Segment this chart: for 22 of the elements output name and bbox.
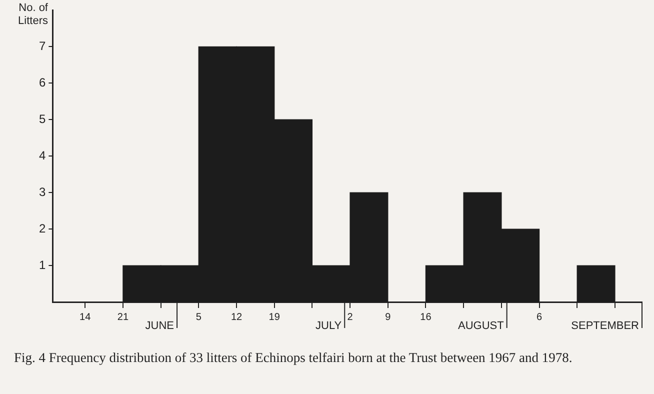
x-tick-label: 12 — [230, 312, 242, 323]
ref-line-label: SEPTEMBER — [571, 320, 640, 332]
ref-line-label: AUGUST — [458, 320, 504, 332]
ref-line-label: JUNE — [145, 320, 174, 332]
y-tick-label: 2 — [38, 221, 46, 236]
ref-line-label: JULY — [316, 320, 342, 332]
caption: Fig. 4 Frequency distribution of 33 litters of Echinops telfairi born at the Trust between 1967 and 1978. — [14, 350, 574, 366]
y-axis-title: No. of Litters — [17, 2, 48, 28]
y-tick-label: 6 — [38, 75, 46, 90]
x-tick-label: 19 — [268, 312, 280, 323]
y-tick-label: 5 — [38, 112, 46, 126]
x-tick-label: 9 — [385, 312, 392, 323]
x-tick-label: 21 — [117, 312, 129, 323]
x-tick-label: 2 — [347, 312, 354, 323]
x-tick-label: 16 — [420, 312, 432, 323]
y-tick-label: 3 — [38, 184, 46, 199]
y-tick-label: 4 — [38, 148, 46, 162]
x-tick-label: 6 — [536, 312, 542, 323]
y-tick-label: 7 — [38, 38, 46, 53]
x-tick-label: 5 — [196, 312, 202, 323]
y-tick-label: 1 — [38, 258, 46, 272]
x-tick-label: 14 — [80, 312, 92, 323]
